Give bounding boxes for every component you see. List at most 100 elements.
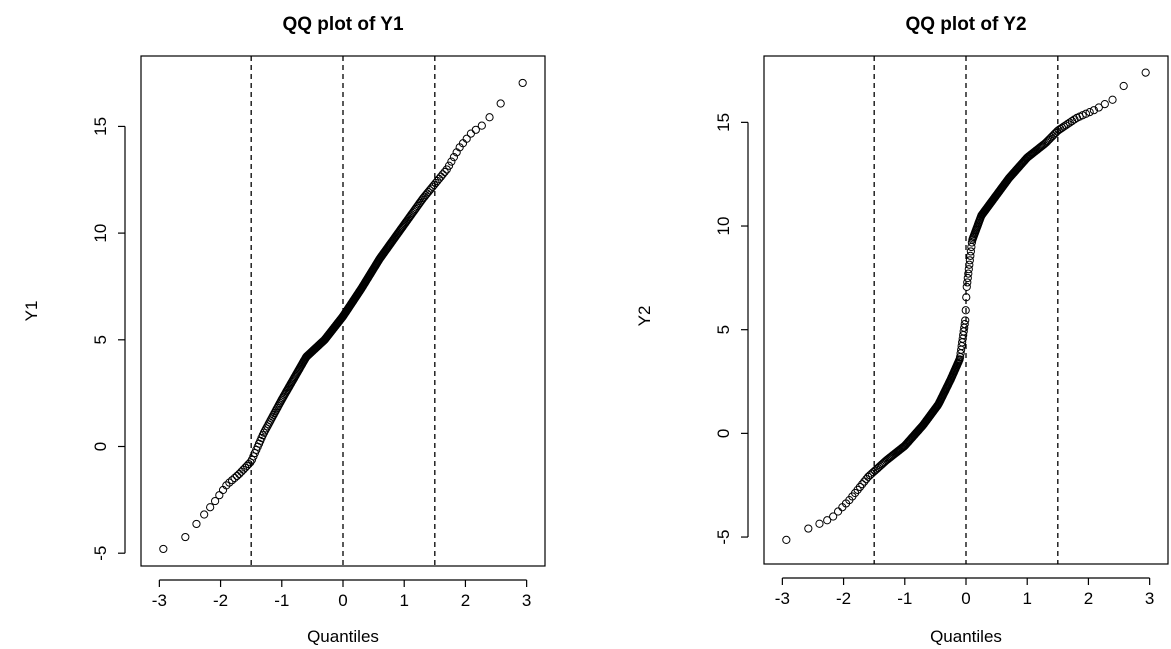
panel-y1: QQ plot of Y1 -3 -2 -1 0 1 2 3 -5 0 5 10 15 Quanti… bbox=[22, 14, 546, 646]
data-point bbox=[1047, 133, 1056, 142]
x-tick-label: -3 bbox=[152, 591, 167, 610]
data-point bbox=[858, 480, 867, 489]
x-tick-label: -1 bbox=[274, 591, 289, 610]
data-point bbox=[855, 482, 865, 492]
data-point bbox=[225, 478, 234, 487]
data-point bbox=[964, 265, 973, 274]
y-tick-label: 10 bbox=[714, 217, 733, 236]
chart-title-y2: QQ plot of Y2 bbox=[905, 14, 1026, 35]
data-point bbox=[963, 273, 972, 283]
data-point bbox=[1119, 81, 1128, 91]
x-tick-label: -1 bbox=[897, 589, 912, 608]
y-tick-label: 15 bbox=[91, 117, 110, 136]
data-point bbox=[962, 282, 971, 291]
data-point bbox=[965, 260, 974, 269]
data-point bbox=[407, 210, 416, 219]
data-point bbox=[159, 544, 168, 554]
data-point bbox=[237, 467, 246, 476]
data-point bbox=[408, 209, 417, 218]
data-point bbox=[409, 207, 418, 216]
data-point bbox=[961, 316, 970, 325]
data-point bbox=[477, 121, 486, 130]
x-tick-label: -2 bbox=[836, 589, 851, 608]
data-point bbox=[1063, 119, 1072, 129]
data-point bbox=[222, 481, 231, 490]
points-y2 bbox=[782, 68, 1150, 544]
data-point bbox=[232, 471, 242, 481]
data-point bbox=[206, 503, 215, 512]
x-tick-label: -2 bbox=[213, 591, 228, 610]
data-point bbox=[815, 519, 824, 528]
y-tick-label: 10 bbox=[91, 224, 110, 243]
data-point bbox=[966, 251, 975, 260]
x-axis-label-y1: Quantiles bbox=[307, 627, 379, 646]
x-tick-label: 1 bbox=[1022, 589, 1031, 608]
y-tick-label: 5 bbox=[91, 335, 110, 344]
y-tick-label: 0 bbox=[714, 429, 733, 438]
data-point bbox=[447, 157, 456, 166]
y-tick-label: 5 bbox=[714, 325, 733, 334]
reference-lines-y2 bbox=[873, 56, 1059, 564]
data-point bbox=[960, 320, 969, 329]
data-point bbox=[215, 491, 224, 500]
y-tick-label: -5 bbox=[91, 546, 110, 561]
data-point bbox=[496, 99, 505, 108]
data-point bbox=[1050, 130, 1059, 139]
panel-y2: QQ plot of Y2 -3 -2 -1 0 1 2 3 -5 0 5 10 15 Quanti… bbox=[635, 14, 1169, 646]
points-y1 bbox=[159, 78, 527, 554]
data-point bbox=[1141, 68, 1150, 77]
y-tick-label: 15 bbox=[714, 113, 733, 132]
data-point bbox=[1081, 109, 1091, 118]
x-tick-label: 3 bbox=[522, 591, 531, 610]
data-point bbox=[1048, 131, 1057, 140]
x-axis-y1: -3 -2 -1 0 1 2 3 bbox=[152, 579, 531, 610]
data-point bbox=[1089, 106, 1099, 115]
data-point bbox=[485, 113, 494, 122]
data-point bbox=[471, 125, 480, 134]
data-point bbox=[1094, 103, 1103, 112]
data-point bbox=[440, 167, 449, 177]
x-tick-label: 1 bbox=[399, 591, 408, 610]
x-tick-label: 2 bbox=[461, 591, 470, 610]
data-point bbox=[192, 519, 201, 529]
data-point bbox=[823, 516, 832, 525]
data-point bbox=[211, 496, 220, 506]
data-point bbox=[230, 473, 239, 483]
data-point bbox=[961, 306, 970, 315]
data-point bbox=[1045, 134, 1055, 143]
data-point bbox=[962, 293, 971, 302]
data-point bbox=[235, 469, 244, 479]
data-point bbox=[966, 247, 975, 256]
x-tick-label: -3 bbox=[775, 589, 790, 608]
data-point bbox=[1061, 121, 1070, 130]
data-point bbox=[181, 532, 190, 542]
y-tick-label: 0 bbox=[91, 442, 110, 451]
data-point bbox=[259, 428, 269, 437]
y-axis-y1: -5 0 5 10 15 bbox=[91, 117, 126, 561]
y-axis-label-y2: Y2 bbox=[635, 306, 654, 327]
data-point bbox=[1085, 108, 1094, 117]
x-tick-label: 2 bbox=[1084, 589, 1093, 608]
data-point bbox=[227, 476, 237, 485]
data-point bbox=[438, 170, 447, 179]
data-point bbox=[963, 278, 972, 287]
chart-title-y1: QQ plot of Y1 bbox=[282, 14, 403, 35]
x-tick-label: 0 bbox=[961, 589, 970, 608]
data-point bbox=[834, 507, 843, 516]
y-axis-y2: -5 0 5 10 15 bbox=[714, 113, 749, 545]
data-point bbox=[261, 426, 270, 435]
data-point bbox=[518, 78, 527, 88]
data-point bbox=[1100, 100, 1109, 109]
data-point bbox=[782, 535, 791, 544]
data-point bbox=[829, 512, 838, 521]
data-point bbox=[406, 211, 415, 220]
data-point bbox=[466, 129, 475, 138]
x-axis-label-y2: Quantiles bbox=[930, 627, 1002, 646]
data-point bbox=[965, 256, 974, 265]
x-axis-y2: -3 -2 -1 0 1 2 3 bbox=[775, 577, 1154, 608]
data-point bbox=[804, 524, 813, 533]
data-point bbox=[200, 510, 209, 519]
data-point bbox=[449, 153, 459, 162]
x-tick-label: 3 bbox=[1145, 589, 1154, 608]
